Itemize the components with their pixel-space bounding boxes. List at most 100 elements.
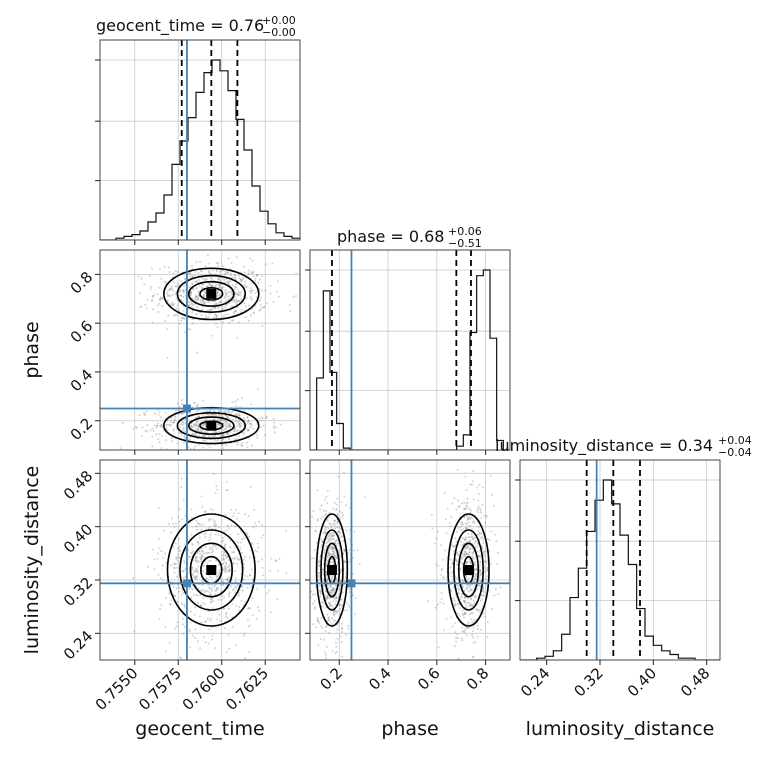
scatter-point bbox=[328, 602, 331, 605]
scatter-point bbox=[197, 426, 200, 429]
scatter-point bbox=[216, 326, 219, 329]
scatter-point bbox=[330, 589, 333, 592]
scatter-point bbox=[457, 592, 460, 595]
scatter-point bbox=[132, 577, 135, 580]
scatter-point bbox=[262, 534, 265, 537]
scatter-point bbox=[214, 589, 217, 592]
scatter-point bbox=[181, 403, 184, 406]
scatter-point bbox=[203, 439, 206, 442]
scatter-point bbox=[226, 529, 229, 532]
scatter-point bbox=[215, 523, 218, 526]
scatter-point bbox=[180, 433, 183, 436]
scatter-point bbox=[256, 542, 259, 545]
scatter-point bbox=[213, 574, 216, 577]
scatter-point bbox=[169, 424, 172, 427]
scatter-point bbox=[463, 631, 466, 634]
scatter-point bbox=[181, 428, 184, 431]
scatter-point bbox=[341, 516, 344, 519]
scatter-point bbox=[461, 626, 464, 629]
scatter-point bbox=[221, 443, 224, 446]
scatter-point bbox=[323, 530, 326, 533]
scatter-point bbox=[251, 289, 254, 292]
scatter-point bbox=[207, 315, 210, 318]
scatter-point bbox=[169, 423, 172, 426]
scatter-point bbox=[317, 572, 320, 575]
scatter-point bbox=[201, 550, 204, 553]
scatter-point bbox=[239, 278, 242, 281]
scatter-point bbox=[188, 286, 191, 289]
scatter-point bbox=[226, 282, 229, 285]
scatter-point bbox=[182, 569, 185, 572]
scatter-point bbox=[228, 297, 231, 300]
scatter-point bbox=[476, 609, 479, 612]
scatter-point bbox=[322, 584, 325, 587]
scatter-point bbox=[314, 530, 317, 533]
scatter-point bbox=[218, 572, 221, 575]
scatter-point bbox=[251, 298, 254, 301]
panel-luminosity_distance-hist: 0.24 0.32 0.40 0.48 bbox=[515, 459, 721, 700]
scatter-point bbox=[483, 560, 486, 563]
scatter-point bbox=[250, 403, 253, 406]
scatter-point bbox=[323, 551, 326, 554]
scatter-point bbox=[338, 612, 341, 615]
scatter-point bbox=[227, 424, 230, 427]
scatter-point bbox=[489, 474, 492, 477]
scatter-point bbox=[247, 625, 250, 628]
scatter-point bbox=[158, 299, 161, 302]
scatter-point bbox=[463, 597, 466, 600]
scatter-point bbox=[318, 585, 321, 588]
scatter-point bbox=[227, 592, 230, 595]
scatter-point bbox=[336, 539, 339, 542]
scatter-point bbox=[239, 425, 242, 428]
scatter-point bbox=[465, 584, 468, 587]
scatter-point bbox=[331, 574, 334, 577]
scatter-point bbox=[337, 530, 340, 533]
scatter-point bbox=[195, 519, 198, 522]
scatter-point bbox=[200, 604, 203, 607]
scatter-point bbox=[478, 568, 481, 571]
scatter-point bbox=[173, 566, 176, 569]
scatter-point bbox=[178, 405, 181, 408]
scatter-point bbox=[197, 290, 200, 293]
scatter-point bbox=[332, 538, 335, 541]
scatter-point bbox=[321, 569, 324, 572]
scatter-point bbox=[333, 519, 336, 522]
scatter-point bbox=[311, 602, 314, 605]
scatter-point bbox=[236, 292, 239, 295]
scatter-point bbox=[173, 302, 176, 305]
scatter-point bbox=[483, 553, 486, 556]
scatter-point bbox=[233, 285, 236, 288]
scatter-point bbox=[149, 288, 152, 291]
scatter-point bbox=[473, 542, 476, 545]
scatter-point bbox=[335, 577, 338, 580]
scatter-point bbox=[214, 307, 217, 310]
scatter-point bbox=[181, 603, 184, 606]
scatter-point bbox=[171, 303, 174, 306]
scatter-point bbox=[256, 436, 259, 439]
scatter-point bbox=[221, 563, 224, 566]
scatter-point bbox=[200, 557, 203, 560]
scatter-point bbox=[244, 574, 247, 577]
scatter-point bbox=[322, 579, 325, 582]
scatter-point bbox=[177, 555, 180, 558]
scatter-point bbox=[188, 628, 191, 631]
scatter-point bbox=[464, 507, 467, 510]
scatter-point bbox=[463, 508, 466, 511]
scatter-point bbox=[234, 288, 237, 291]
scatter-point bbox=[165, 580, 168, 583]
scatter-point bbox=[228, 410, 231, 413]
scatter-point bbox=[224, 290, 227, 293]
scatter-point bbox=[191, 568, 194, 571]
scatter-point bbox=[315, 541, 318, 544]
scatter-point bbox=[238, 609, 241, 612]
scatter-point bbox=[213, 303, 216, 306]
scatter-point bbox=[171, 436, 174, 439]
scatter-point bbox=[466, 547, 469, 550]
scatter-point bbox=[222, 286, 225, 289]
y-tick-label-phase: 0.2 bbox=[67, 414, 97, 444]
scatter-point bbox=[211, 634, 214, 637]
scatter-point bbox=[220, 305, 223, 308]
panel-frame bbox=[99, 39, 301, 241]
scatter-point bbox=[477, 584, 480, 587]
scatter-point bbox=[173, 418, 176, 421]
